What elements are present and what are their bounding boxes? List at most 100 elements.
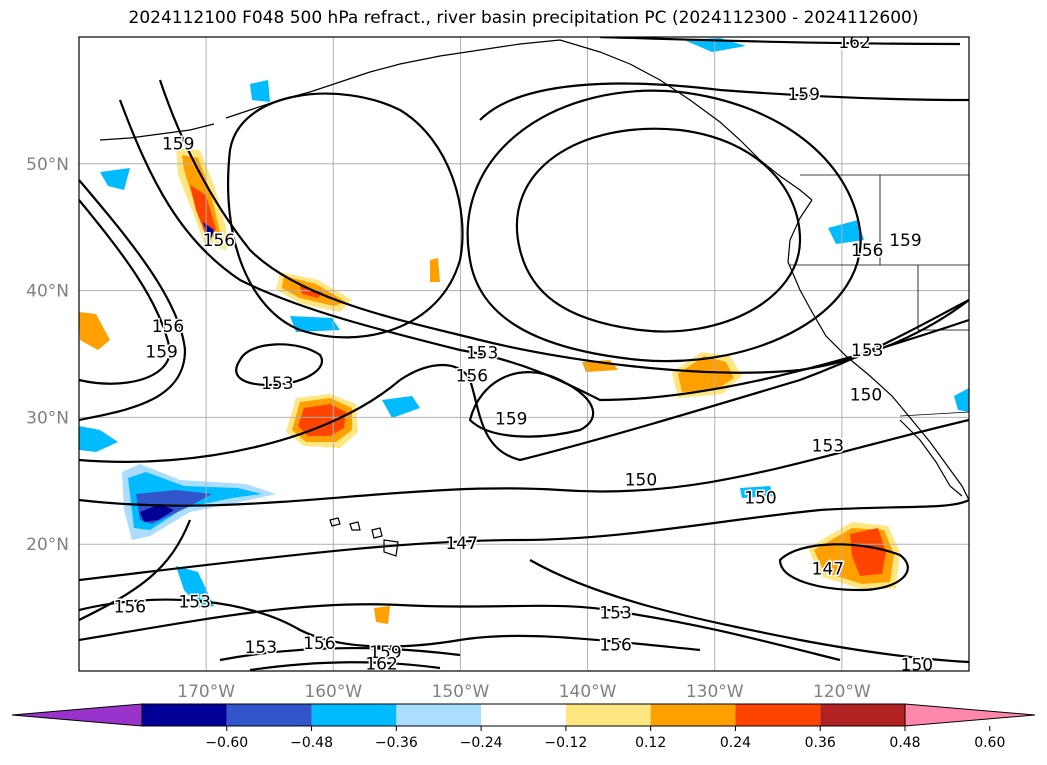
contour-label: 153: [178, 592, 210, 612]
contour-147: [79, 499, 969, 582]
contour-label: 156: [599, 635, 631, 655]
colorbar-tick-label: −0.12: [544, 735, 587, 751]
contour-label: 159: [787, 85, 819, 105]
island-hawaii-4: [383, 539, 399, 557]
contour-159-south: [219, 646, 461, 662]
shade-negative-5: [250, 80, 270, 102]
contour-153-loop: [235, 343, 323, 387]
colorbar-segment: [565, 704, 651, 726]
coastline-alaska: [225, 39, 813, 201]
contour-label: 159: [495, 410, 527, 430]
contour-label: 156: [203, 231, 235, 251]
coastline-aleutians: [99, 123, 215, 141]
shade-positive-9: [430, 258, 440, 282]
colorbar-segment: [735, 704, 821, 726]
colorbar-segment: [142, 704, 227, 726]
contour-153-west: [79, 519, 192, 621]
shade-negative-2: [79, 426, 118, 452]
lon-tick-label: 150°W: [432, 682, 490, 702]
colorbar-tick-label: 0.24: [720, 735, 751, 751]
contour-label: 156: [456, 367, 488, 387]
chart-title: 2024112100 F048 500 hPa refract., river …: [128, 8, 919, 28]
colorbar-extend-high: [904, 703, 1036, 727]
colorbar-segment: [311, 704, 397, 726]
contour-label: 147: [812, 559, 844, 579]
shade-negative-11: [954, 388, 969, 412]
contour-label: 150: [744, 488, 776, 508]
country-borders: [790, 174, 969, 417]
colorbar-extend-low: [11, 703, 143, 727]
island-hawaii-2: [349, 521, 361, 531]
shade-negative-1d: [140, 504, 174, 522]
contour-label: 147: [445, 534, 477, 554]
coastline-westcoast: [787, 199, 969, 501]
contour-label: 153: [245, 638, 277, 658]
border-mexico: [899, 411, 969, 417]
lon-tick-label: 130°W: [686, 682, 744, 702]
contour-156-loop-west: [226, 92, 464, 339]
contour-label: 159: [162, 135, 194, 155]
colorbar: −0.60 −0.48 −0.36 −0.24 −0.12 0.12 0.24 0.36 0.4…: [11, 703, 1036, 751]
colorbar-segment: [481, 704, 566, 726]
contour-label: 150: [850, 386, 882, 406]
contour-label: 150: [901, 656, 933, 676]
precipitation-shading: [79, 38, 969, 624]
map-frame: [78, 36, 970, 672]
island-hawaii-3: [371, 527, 383, 539]
shade-negative-4: [100, 168, 130, 190]
contour-159-loop-mid: [468, 371, 595, 438]
colorbar-segment: [226, 704, 312, 726]
contour-label: 156: [152, 317, 184, 337]
contour-label: 159: [369, 643, 401, 663]
colorbar-tick-label: −0.36: [375, 735, 418, 751]
lon-tick-label: 160°W: [304, 682, 362, 702]
shade-positive-4b: [678, 356, 734, 392]
shade-positive-1c: [190, 185, 216, 236]
contour-loop-gulf-outer: [466, 89, 862, 363]
axis-tick-labels: 20°N 30°N 40°N 50°N 170°W 160°W 150°W 140°W 130°…: [26, 155, 871, 702]
lat-tick-label: 20°N: [26, 535, 69, 555]
colorbar-tick-label: 0.60: [974, 735, 1005, 751]
shade-negative-8: [176, 566, 214, 608]
contour-162-north: [599, 37, 961, 46]
colorbar-tick-label: 0.36: [805, 735, 836, 751]
contour-label: 162: [838, 33, 870, 53]
shade-positive-8: [374, 606, 390, 624]
contour-label: 156: [851, 241, 883, 261]
contour-label: 159: [145, 342, 177, 362]
contour-153-mid: [79, 299, 969, 463]
colorbar-tick-label: 0.12: [635, 735, 666, 751]
lat-tick-label: 30°N: [26, 408, 69, 428]
contour-150: [79, 418, 969, 507]
contour-162-south: [249, 661, 441, 671]
contour-156-west: [118, 99, 969, 402]
border-state-3: [917, 265, 969, 331]
contour-label: 162: [365, 654, 397, 674]
lat-tick-label: 50°N: [26, 155, 69, 175]
island-hawaii-1: [329, 517, 341, 527]
colorbar-tick-label: −0.24: [460, 735, 503, 751]
contour-loop-gulf: [515, 127, 802, 333]
colorbar-frame: [141, 703, 906, 727]
colorbar-segment: [396, 704, 482, 726]
shade-positive-6: [79, 312, 110, 350]
refractivity-contours: [79, 37, 969, 671]
colorbar-tick-label: −0.48: [290, 735, 333, 751]
contour-label: 156: [114, 597, 146, 617]
contour-159-north: [479, 82, 969, 121]
contour-150-south: [529, 559, 969, 664]
contour-label: 156: [303, 634, 335, 654]
shade-positive-5c: [850, 528, 886, 576]
shade-negative-10: [740, 486, 774, 498]
contour-159-far-west: [79, 179, 187, 422]
lon-tick-label: 170°W: [177, 682, 235, 702]
shade-positive-2c: [300, 286, 322, 298]
contour-label: 153: [261, 374, 293, 394]
contour-147-loop: [778, 543, 909, 592]
contour-label: 153: [851, 341, 883, 361]
shade-negative-7: [828, 220, 864, 244]
shade-negative-3: [290, 316, 340, 332]
